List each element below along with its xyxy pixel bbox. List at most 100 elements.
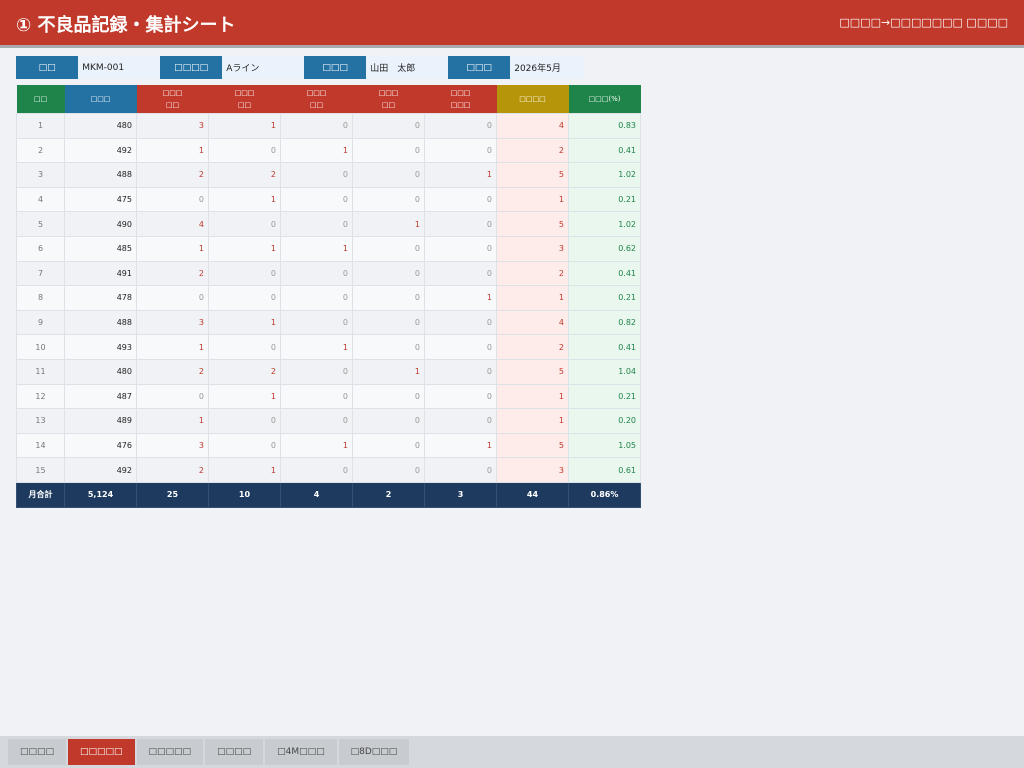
table-cell: 0 [424,260,497,287]
table-cell: 0 [280,408,353,434]
table-cell: 1 [280,432,353,459]
table-cell: 0.82 [568,309,641,336]
table-cell: 2 [496,334,569,360]
table-cell: 0 [208,334,281,360]
table-cell: 1 [496,408,569,434]
table-cell: 3 [16,162,65,188]
table-cell: 1 [16,113,65,139]
table-cell: 1.04 [568,358,641,385]
table-cell: 9 [16,309,65,336]
table-cell: 0 [352,408,425,434]
table-cell: 8 [16,285,65,311]
sheet-tab[interactable]: □□□□□ [136,739,204,765]
table-cell: 13 [16,408,65,434]
table-cell: 1.02 [568,211,641,237]
table-cell: 3 [496,235,569,262]
table-cell: 0.61 [568,457,641,483]
table-cell: 493 [64,334,137,360]
info-label: □□□□ [160,56,223,79]
table-cell: 3 [136,432,209,459]
table-cell: 0 [280,211,353,237]
table-cell: 5 [496,162,569,188]
table-row: 5 490 4 0 0 1 0 5 1.02 [16,211,641,237]
table-cell: 0 [280,162,353,188]
table-cell: 0 [280,285,353,311]
sheet-tab[interactable]: □□□□ [8,739,67,765]
total-cell: 月合計 [16,481,65,508]
table-cell: 7 [16,260,65,287]
table-cell: 1 [280,235,353,262]
table-cell: 0 [208,137,281,164]
total-cell: 5,124 [64,481,137,508]
sheet-tab[interactable]: □□□□□ [68,739,135,765]
table-cell: 2 [136,260,209,287]
table-cell: 0 [352,113,425,139]
table-cell: 478 [64,285,137,311]
table-cell: 0 [424,457,497,483]
table-cell: 475 [64,186,137,213]
table-row: 4 475 0 1 0 0 0 1 0.21 [16,186,641,213]
info-field: □□□ 山田 太郎 [304,56,448,79]
table-cell: 0 [424,137,497,164]
record-table: □□ □□□ □□□ □□ □□□ □□ □□□ □□ □□□ □□ □□□ □□□ □□□□… [16,85,641,508]
table-cell: 5 [16,211,65,237]
table-cell: 0 [208,432,281,459]
column-header: □□□ [64,85,137,114]
table-cell: 1 [496,383,569,410]
table-cell: 1 [136,235,209,262]
table-cell: 1 [208,113,281,139]
table-cell: 0 [280,383,353,410]
table-cell: 480 [64,358,137,385]
total-cell: 4 [280,481,353,508]
info-value: 2026年5月 [514,64,561,74]
table-cell: 0.83 [568,113,641,139]
table-cell: 1 [208,457,281,483]
table-cell: 0.21 [568,285,641,311]
table-cell: 0 [424,408,497,434]
table-cell: 485 [64,235,137,262]
table-cell: 0 [352,457,425,483]
table-cell: 0 [208,285,281,311]
table-cell: 0 [424,235,497,262]
table-cell: 1 [424,162,497,188]
table-cell: 3 [496,457,569,483]
table-cell: 2 [208,358,281,385]
table-cell: 1 [136,334,209,360]
table-cell: 2 [136,457,209,483]
sheet-tab[interactable]: □4M□□□ [265,739,337,765]
subtitle: □□□□→□□□□□□□ □□□□ [839,16,1008,29]
table-cell: 480 [64,113,137,139]
table-cell: 0 [352,285,425,311]
column-header: □□□ □□ [136,85,209,114]
table-cell: 1 [496,186,569,213]
table-cell: 2 [208,162,281,188]
table-cell: 0 [424,186,497,213]
info-label: □□□ [304,56,367,79]
table-cell: 0 [136,186,209,213]
total-cell: 3 [424,481,497,508]
table-cell: 0 [208,408,281,434]
total-cell: 0.86% [568,481,641,508]
info-label: □□□ [448,56,511,79]
table-cell: 487 [64,383,137,410]
table-cell: 1 [136,137,209,164]
column-header: □□□ □□ [280,85,353,114]
table-cell: 0 [352,162,425,188]
table-cell: 0 [136,285,209,311]
table-cell: 5 [496,358,569,385]
total-cell: 2 [352,481,425,508]
table-cell: 6 [16,235,65,262]
sheet-tab[interactable]: □8D□□□ [338,739,410,765]
table-cell: 0 [352,260,425,287]
table-cell: 0 [352,186,425,213]
table-row: 12 487 0 1 0 0 0 1 0.21 [16,383,641,410]
table-cell: 0 [280,113,353,139]
table-cell: 1 [208,383,281,410]
table-cell: 0 [352,432,425,459]
total-cell: 10 [208,481,281,508]
table-row: 13 489 1 0 0 0 0 1 0.20 [16,408,641,434]
sheet-tab[interactable]: □□□□ [205,739,264,765]
table-cell: 0 [280,309,353,336]
info-field: □□ MKM-001 [16,56,160,79]
table-cell: 491 [64,260,137,287]
